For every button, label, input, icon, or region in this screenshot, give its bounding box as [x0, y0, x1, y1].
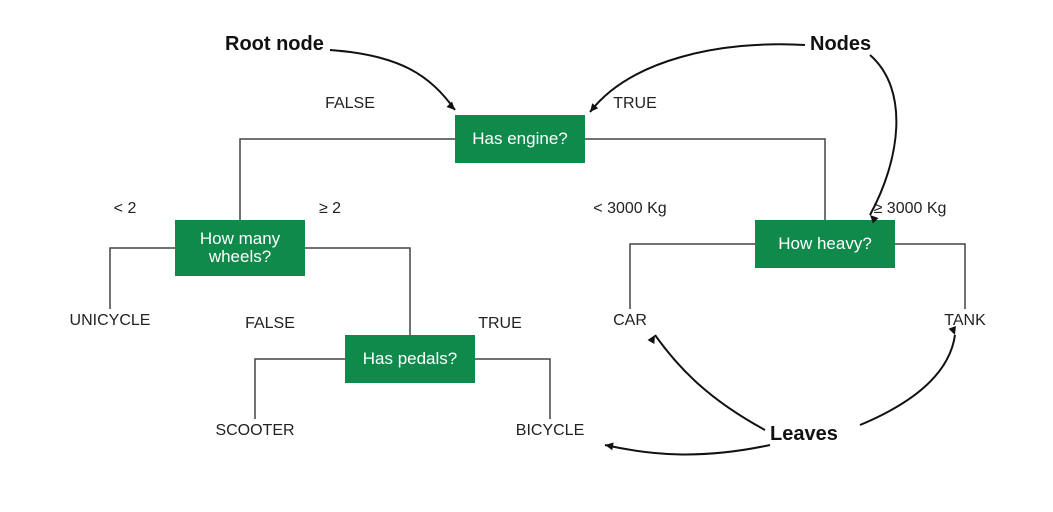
edge-label-wheels-pedals: ≥ 2: [319, 200, 341, 217]
node-root-label-0: Has engine?: [472, 129, 567, 148]
annotation-nodes-arrow-1: [870, 55, 896, 215]
edge-label-pedals-scooter: FALSE: [245, 315, 295, 332]
edge-heavy-tank: [895, 244, 965, 309]
edge-label-heavy-tank: ≥ 3000 Kg: [874, 200, 947, 217]
arrow-head: [605, 443, 614, 451]
edge-heavy-car: [630, 244, 755, 309]
annotation-nodes: Nodes: [810, 33, 871, 55]
arrow-head: [648, 335, 655, 344]
leaf-tank: TANK: [944, 312, 986, 329]
edge-pedals-bicycle: [475, 359, 550, 419]
edge-label-heavy-car: < 3000 Kg: [593, 200, 666, 217]
node-wheels-label-1: wheels?: [208, 247, 271, 266]
leaf-car: CAR: [613, 312, 647, 329]
leaf-unicycle: UNICYCLE: [70, 312, 151, 329]
annotation-leaves: Leaves: [770, 423, 838, 445]
annotation-leaves-arrow-0: [655, 335, 765, 430]
edge-label-root-heavy: TRUE: [613, 95, 657, 112]
edge-pedals-scooter: [255, 359, 345, 419]
edge-label-pedals-bicycle: TRUE: [478, 315, 522, 332]
node-wheels-label-0: How many: [200, 229, 281, 248]
edge-label-wheels-unicycle: < 2: [114, 200, 137, 217]
leaf-scooter: SCOOTER: [215, 422, 294, 439]
annotation-leaves-arrow-1: [860, 335, 955, 425]
leaf-bicycle: BICYCLE: [516, 422, 584, 439]
decision-tree-diagram: FALSE TRUE < 2 ≥ 2 < 3000 Kg ≥ 3000 Kg FALSE TR…: [0, 0, 1053, 512]
edge-wheels-pedals: [305, 248, 410, 335]
node-pedals-label-0: Has pedals?: [363, 349, 458, 368]
edge-label-root-wheels: FALSE: [325, 95, 375, 112]
edge-root-wheels: [240, 139, 455, 220]
edge-wheels-unicycle: [110, 248, 175, 309]
annotation-root_node: Root node: [225, 33, 324, 55]
annotation-leaves-arrow-2: [605, 445, 770, 454]
node-heavy-label-0: How heavy?: [778, 234, 872, 253]
